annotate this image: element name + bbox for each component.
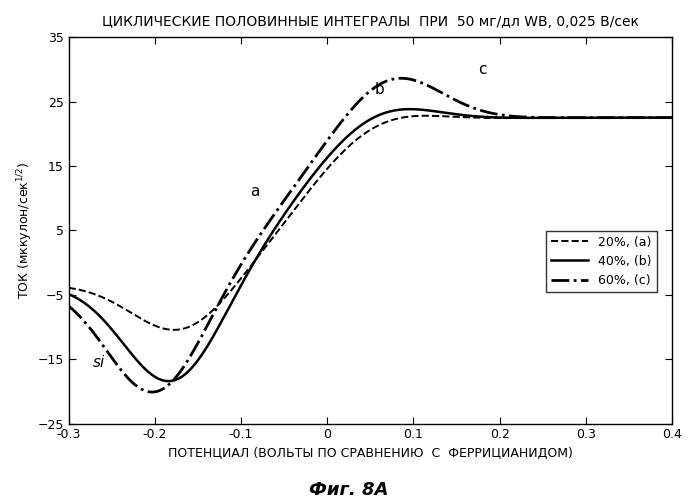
Y-axis label: ТОК (мккулон/сек$^{1/2}$): ТОК (мккулон/сек$^{1/2}$) [15, 162, 35, 299]
Text: b: b [375, 82, 385, 98]
Text: $si$: $si$ [92, 354, 106, 370]
Title: ЦИКЛИЧЕСКИЕ ПОЛОВИННЫЕ ИНТЕГРАЛЫ  ПРИ  50 мг/дл WB, 0,025 В/сек: ЦИКЛИЧЕСКИЕ ПОЛОВИННЫЕ ИНТЕГРАЛЫ ПРИ 50 … [102, 15, 639, 29]
Text: c: c [478, 62, 487, 77]
Legend: 20%, (a), 40%, (b), 60%, (c): 20%, (a), 40%, (b), 60%, (c) [546, 230, 657, 292]
Text: a: a [250, 184, 259, 199]
X-axis label: ПОТЕНЦИАЛ (ВОЛЬТЫ ПО СРАВНЕНИЮ  С  ФЕРРИЦИАНИДОМ): ПОТЕНЦИАЛ (ВОЛЬТЫ ПО СРАВНЕНИЮ С ФЕРРИЦИ… [168, 447, 573, 460]
Text: Фиг. 8А: Фиг. 8А [309, 481, 388, 499]
